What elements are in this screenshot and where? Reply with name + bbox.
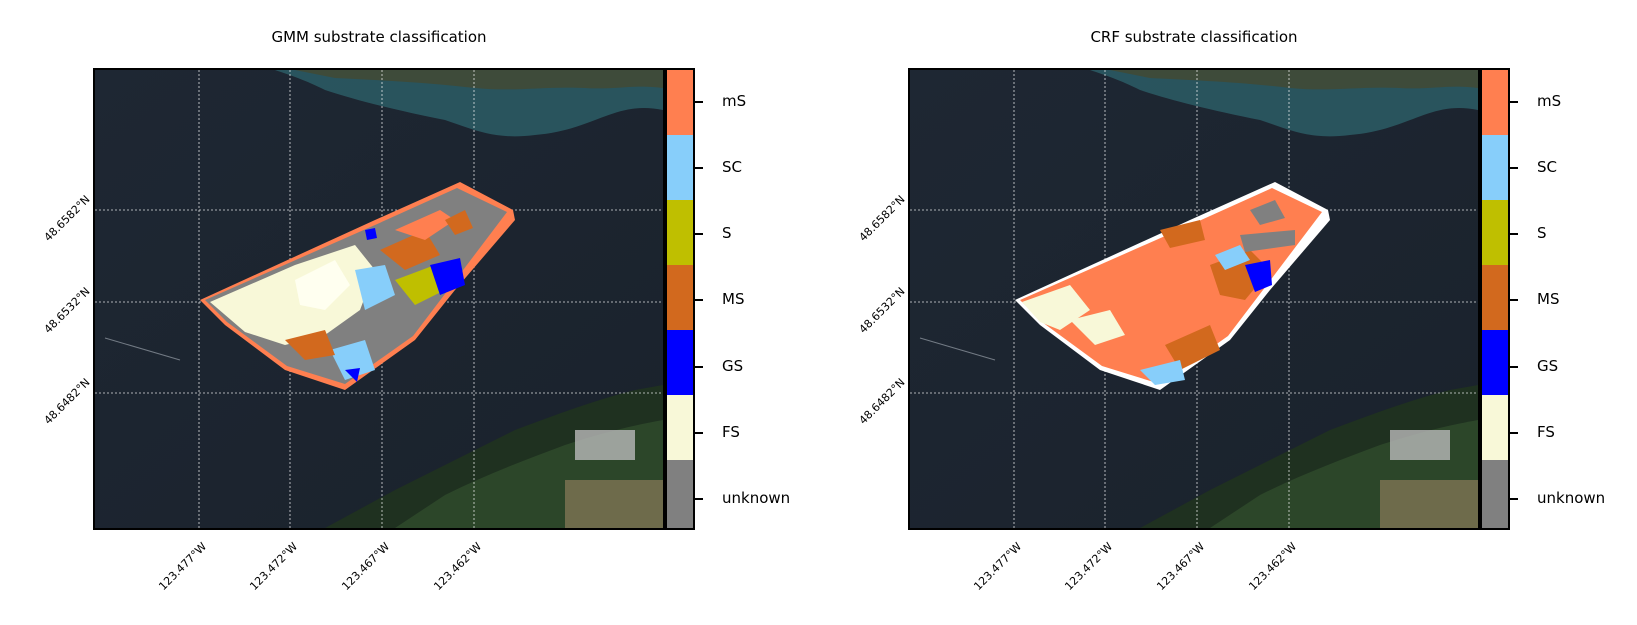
legend-swatch-s [1482, 200, 1508, 265]
legend-swatch-sc [667, 135, 693, 200]
legend-tick [1510, 167, 1518, 169]
legend-colorbar [665, 68, 695, 530]
legend-swatch-sc [1482, 135, 1508, 200]
legend-label: SC [722, 158, 742, 176]
legend-tick [1510, 432, 1518, 434]
legend-swatch-ms [1482, 70, 1508, 135]
satellite-map [910, 70, 1478, 528]
gmm-panel: GMM substrate classification [0, 0, 800, 625]
legend-swatch-unknown [1482, 460, 1508, 528]
lat-label: 48.6582°N [41, 192, 93, 244]
satellite-map [95, 70, 663, 528]
legend-swatch-ms-upper [1482, 265, 1508, 330]
legend-swatch-ms-upper [667, 265, 693, 330]
map-view[interactable] [908, 68, 1480, 530]
legend-label: FS [1537, 423, 1555, 441]
legend-label: SC [1537, 158, 1557, 176]
lon-label: 123.462°W [1246, 540, 1300, 593]
lon-label: 123.477°W [156, 540, 210, 593]
legend-label: unknown [722, 489, 791, 507]
lon-label: 123.467°W [339, 540, 393, 593]
lat-label: 48.6532°N [856, 284, 908, 336]
lat-label: 48.6532°N [41, 284, 93, 336]
legend-swatch-fs [667, 395, 693, 460]
substrate-classification-overlay [200, 182, 515, 390]
crf-panel: CRF substrate classification [815, 0, 1615, 625]
legend-swatch-fs [1482, 395, 1508, 460]
lat-label: 48.6482°N [856, 375, 908, 427]
fields [1380, 480, 1478, 528]
map-view[interactable] [93, 68, 665, 530]
north-shore [1110, 70, 1478, 90]
legend-tick [695, 101, 703, 103]
legend-swatch-unknown [667, 460, 693, 528]
lat-label: 48.6482°N [41, 375, 93, 427]
legend-label: MS [722, 290, 745, 308]
boat-wake [919, 337, 996, 361]
buildings [575, 430, 635, 460]
legend-tick [695, 299, 703, 301]
legend-tick [695, 167, 703, 169]
legend-tick [1510, 366, 1518, 368]
legend-label: S [722, 224, 732, 242]
lon-label: 123.462°W [431, 540, 485, 593]
buildings [1390, 430, 1450, 460]
legend-label: mS [1537, 92, 1562, 110]
legend-tick [1510, 233, 1518, 235]
panel-title: GMM substrate classification [271, 28, 487, 46]
legend-label: GS [1537, 357, 1559, 375]
legend-swatch-ms [667, 70, 693, 135]
legend-tick [1510, 299, 1518, 301]
legend-tick [1510, 101, 1518, 103]
legend-swatch-gs [667, 330, 693, 395]
legend-label: GS [722, 357, 744, 375]
legend-tick [695, 233, 703, 235]
legend-label: S [1537, 224, 1547, 242]
panel-title: CRF substrate classification [1090, 28, 1298, 46]
lat-label: 48.6582°N [856, 192, 908, 244]
lon-label: 123.467°W [1154, 540, 1208, 593]
legend-label: mS [722, 92, 747, 110]
boat-wake [104, 337, 181, 361]
legend-label: unknown [1537, 489, 1606, 507]
fields [565, 480, 663, 528]
lon-label: 123.477°W [971, 540, 1025, 593]
legend-tick [1510, 498, 1518, 500]
lon-label: 123.472°W [247, 540, 301, 593]
legend-swatch-s [667, 200, 693, 265]
legend-tick [695, 498, 703, 500]
legend-label: FS [722, 423, 740, 441]
north-shore [295, 70, 663, 90]
legend-tick [695, 366, 703, 368]
legend-label: MS [1537, 290, 1560, 308]
lon-label: 123.472°W [1062, 540, 1116, 593]
substrate-classification-overlay [1015, 182, 1330, 390]
legend-colorbar [1480, 68, 1510, 530]
legend-swatch-gs [1482, 330, 1508, 395]
legend-tick [695, 432, 703, 434]
